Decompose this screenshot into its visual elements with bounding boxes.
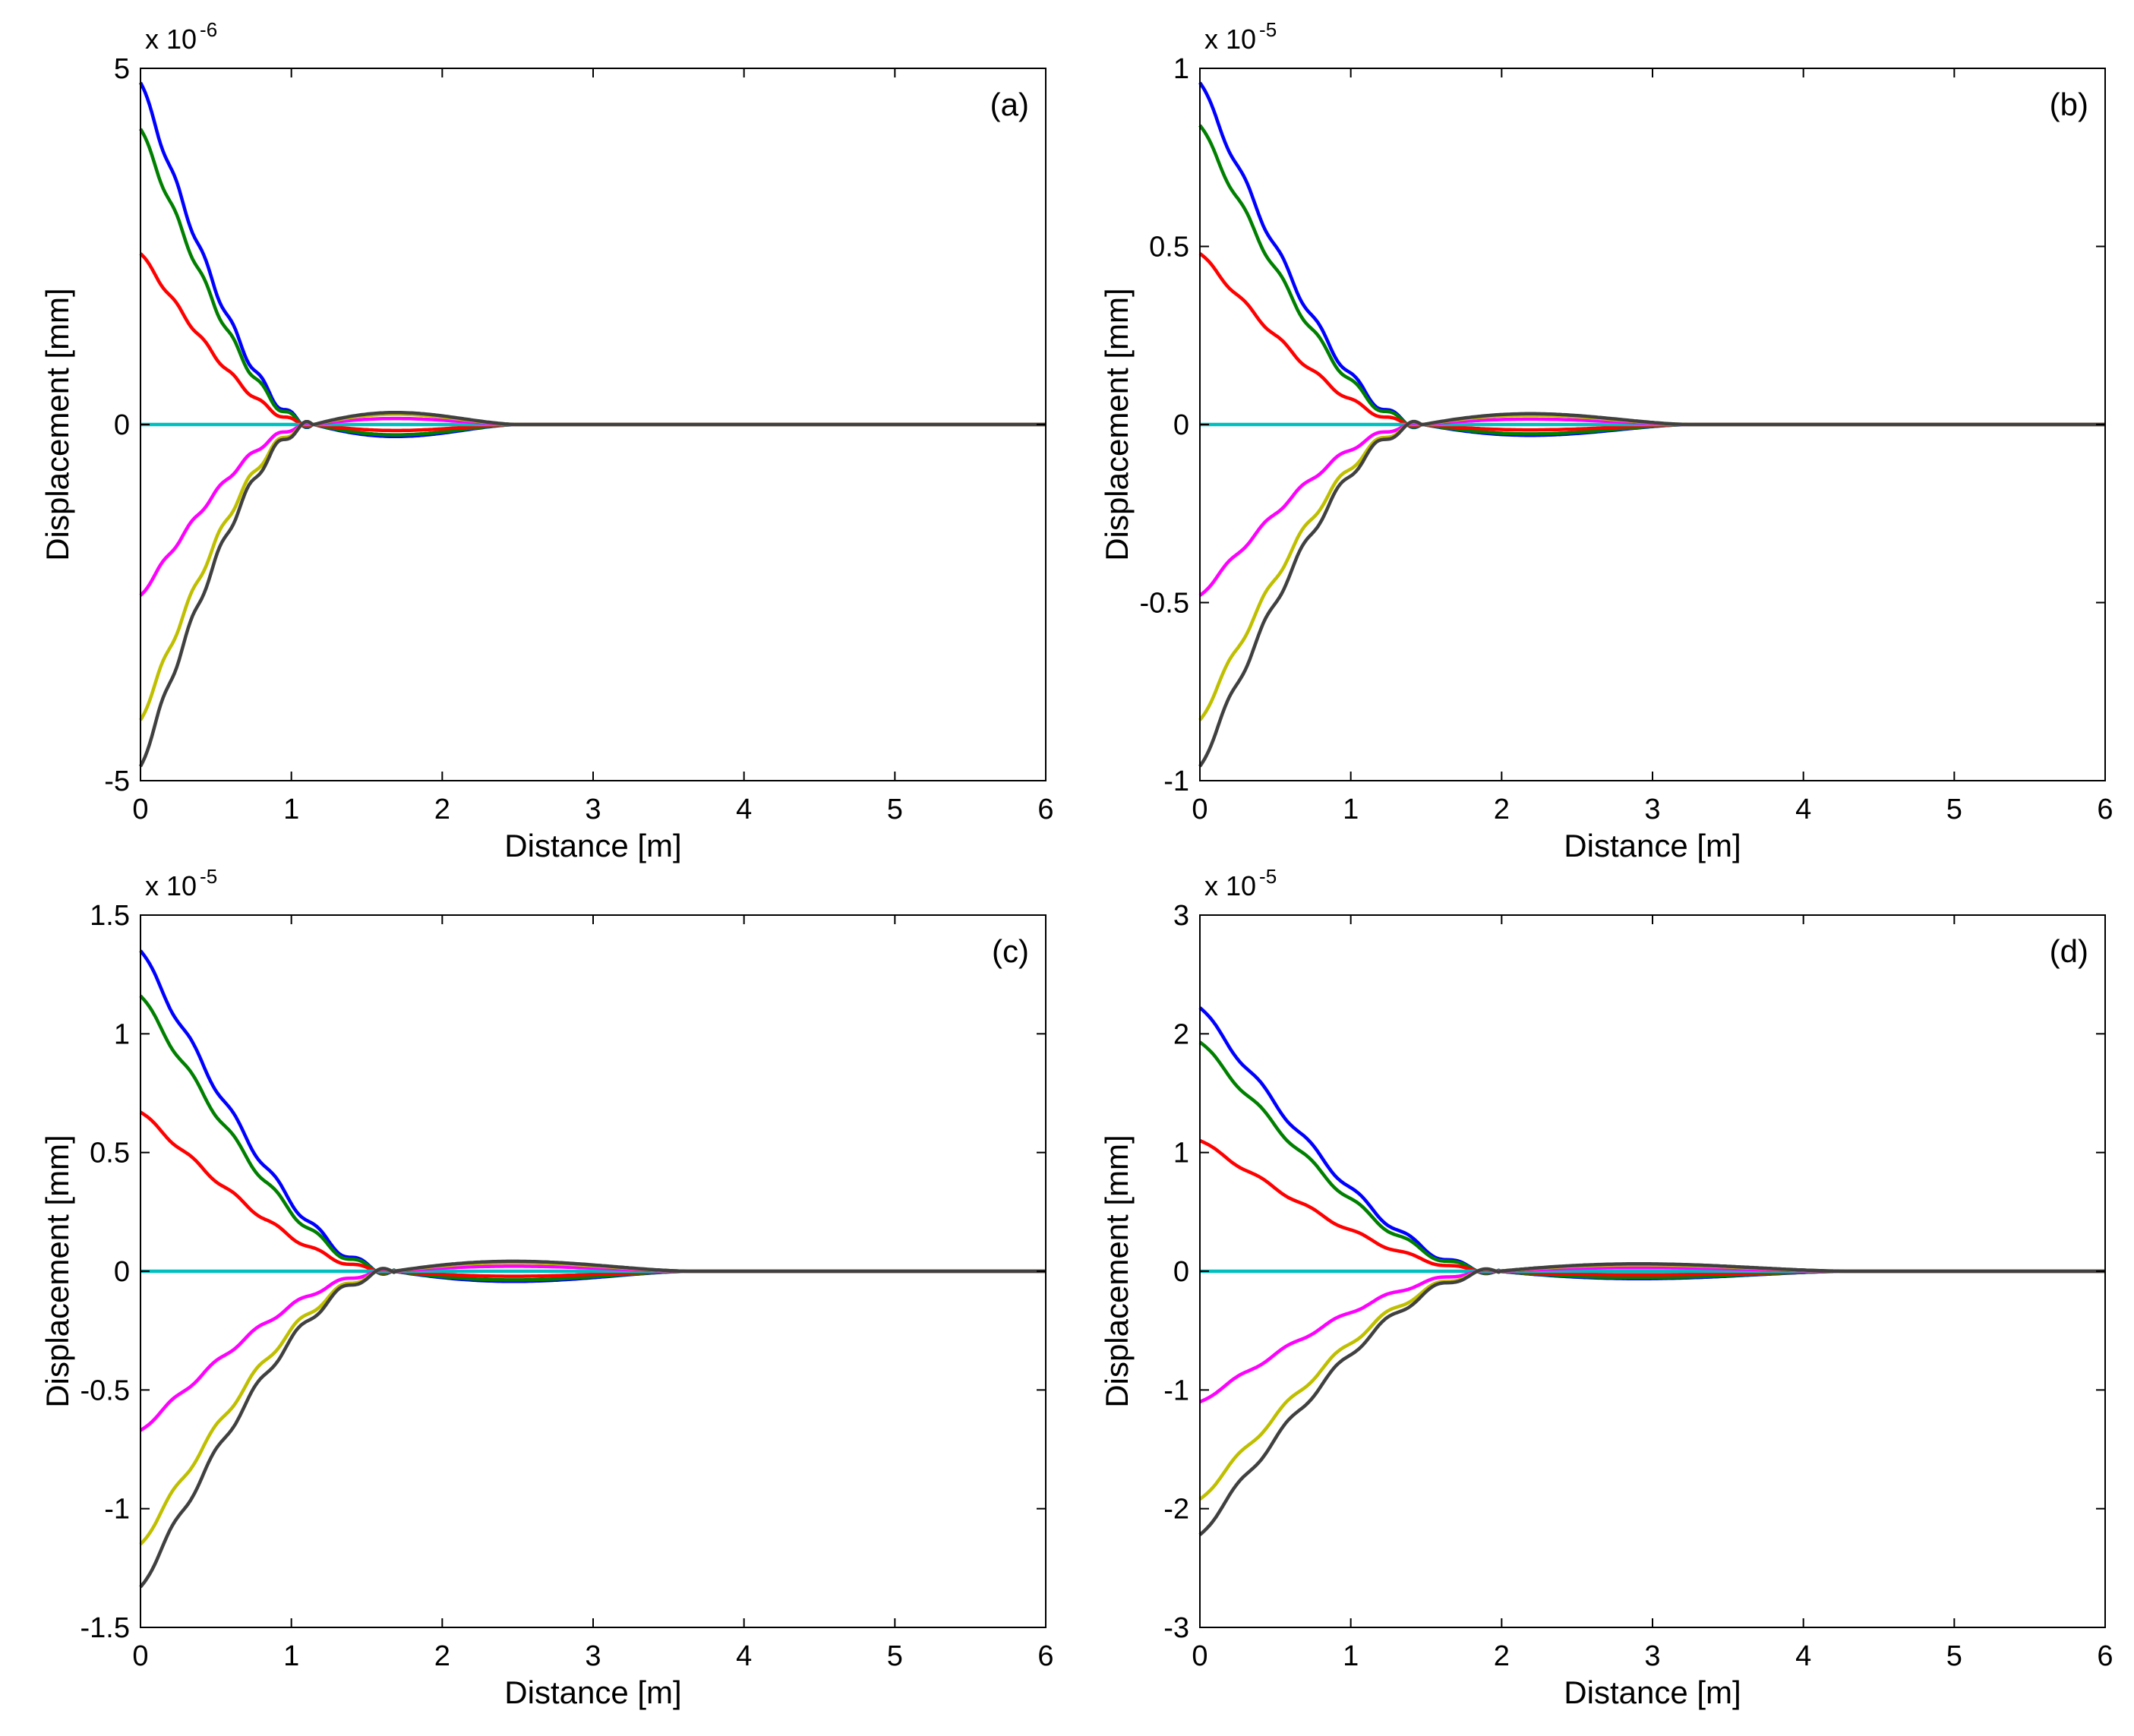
y-tick-label: 2	[1173, 1018, 1189, 1050]
y-axis-label: Displacement [mm]	[1099, 288, 1135, 560]
x-tick-label: 5	[887, 1640, 903, 1672]
y-axis-label: Displacement [mm]	[39, 1135, 75, 1407]
series-line-black	[138, 410, 1046, 768]
x-tick-label: 2	[434, 794, 450, 825]
series-line-black	[1198, 1262, 2105, 1536]
x-tick-label: 5	[1946, 794, 1962, 825]
y-tick-label: 1	[1173, 1138, 1189, 1169]
y-multiplier-exponent: -6	[200, 18, 217, 41]
y-tick-label: 0	[1173, 1256, 1189, 1288]
y-tick-label: -2	[1163, 1494, 1189, 1526]
y-tick-label: 1.5	[90, 900, 130, 932]
y-tick-label: -1	[1163, 1375, 1189, 1406]
x-tick-label: 6	[1037, 1640, 1053, 1672]
x-tick-label: 6	[2097, 1640, 2113, 1672]
y-multiplier-base: x 10	[1204, 870, 1256, 901]
x-tick-label: 2	[1494, 794, 1510, 825]
x-tick-label: 6	[1037, 794, 1053, 825]
y-tick-label: 0	[1173, 409, 1189, 441]
panel-label: (a)	[990, 87, 1029, 122]
x-tick-label: 5	[887, 794, 903, 825]
panel-label: (c)	[992, 933, 1029, 969]
y-tick-label: 1	[114, 1018, 130, 1050]
y-multiplier-exponent: -5	[1259, 865, 1277, 888]
y-tick-label: 0.5	[90, 1138, 130, 1169]
panel-label: (b)	[2050, 87, 2088, 122]
y-multiplier-exponent: -5	[1259, 18, 1277, 41]
y-tick-label: -1	[1163, 765, 1189, 797]
panel-label: (d)	[2050, 933, 2088, 969]
x-tick-label: 1	[1343, 794, 1359, 825]
x-tick-label: 3	[1644, 794, 1660, 825]
y-tick-label: 0.5	[1149, 232, 1189, 264]
y-multiplier-label: x 10 -5	[1204, 865, 1277, 901]
x-tick-label: 3	[1644, 1640, 1660, 1672]
x-tick-label: 4	[1795, 1640, 1811, 1672]
x-tick-label: 1	[1343, 1640, 1359, 1672]
series-line-black	[1198, 412, 2105, 768]
series-line-black	[139, 1259, 1046, 1589]
series-group	[139, 949, 1046, 1589]
x-tick-label: 4	[736, 1640, 752, 1672]
y-tick-label: 3	[1173, 900, 1189, 932]
series-group	[1198, 1006, 2105, 1536]
y-axis-label: Displacement [mm]	[1099, 1135, 1135, 1407]
y-multiplier-label: x 10 -5	[145, 865, 217, 901]
y-tick-label: 0	[114, 1256, 130, 1288]
series-group	[1198, 81, 2105, 768]
x-tick-label: 1	[283, 794, 299, 825]
y-multiplier-base: x 10	[1204, 24, 1256, 55]
x-tick-label: 2	[1494, 1640, 1510, 1672]
x-tick-label: 4	[736, 794, 752, 825]
panel-4: 0 1 2 3 4 5 6 -3 -2 -1 0 1 2 3 x 10 -5 (d) Distance [m] Di…	[1099, 865, 2113, 1710]
y-tick-label: -5	[104, 765, 130, 797]
series-group	[138, 81, 1046, 768]
y-tick-label: -0.5	[1140, 588, 1189, 620]
y-tick-label: -1	[104, 1494, 130, 1526]
y-tick-label: -1.5	[80, 1612, 130, 1644]
x-axis-label: Distance [m]	[504, 828, 681, 863]
x-axis-label: Distance [m]	[504, 1674, 681, 1710]
y-multiplier-exponent: -5	[200, 865, 217, 888]
y-tick-label: 0	[114, 409, 130, 441]
x-tick-label: 0	[1192, 1640, 1207, 1672]
y-axis-label: Displacement [mm]	[39, 288, 75, 560]
x-tick-label: 4	[1795, 794, 1811, 825]
panel-3: 0 1 2 3 4 5 6 -1.5 -1 -0.5 0 0.5 1 1.5 x 10 -5 (c) Distan…	[39, 865, 1054, 1710]
x-tick-label: 1	[283, 1640, 299, 1672]
x-tick-label: 6	[2097, 794, 2113, 825]
x-tick-label: 3	[585, 794, 601, 825]
y-multiplier-base: x 10	[145, 24, 197, 55]
y-tick-label: -0.5	[80, 1375, 130, 1406]
y-multiplier-label: x 10 -5	[1204, 18, 1277, 55]
y-tick-label: 1	[1173, 53, 1189, 85]
y-multiplier-label: x 10 -6	[145, 18, 217, 55]
x-tick-label: 2	[434, 1640, 450, 1672]
x-tick-label: 0	[1192, 794, 1207, 825]
y-tick-label: -3	[1163, 1612, 1189, 1644]
x-tick-label: 0	[132, 794, 148, 825]
x-axis-label: Distance [m]	[1564, 828, 1741, 863]
y-multiplier-base: x 10	[145, 870, 197, 901]
x-tick-label: 0	[132, 1640, 148, 1672]
x-tick-label: 5	[1946, 1640, 1962, 1672]
x-axis-label: Distance [m]	[1564, 1674, 1741, 1710]
panel-2: 0 1 2 3 4 5 6 -1 -0.5 0 0.5 1 x 10 -5 (b) Distance [m] D…	[1099, 18, 2113, 863]
x-tick-label: 3	[585, 1640, 601, 1672]
y-tick-label: 5	[114, 53, 130, 85]
